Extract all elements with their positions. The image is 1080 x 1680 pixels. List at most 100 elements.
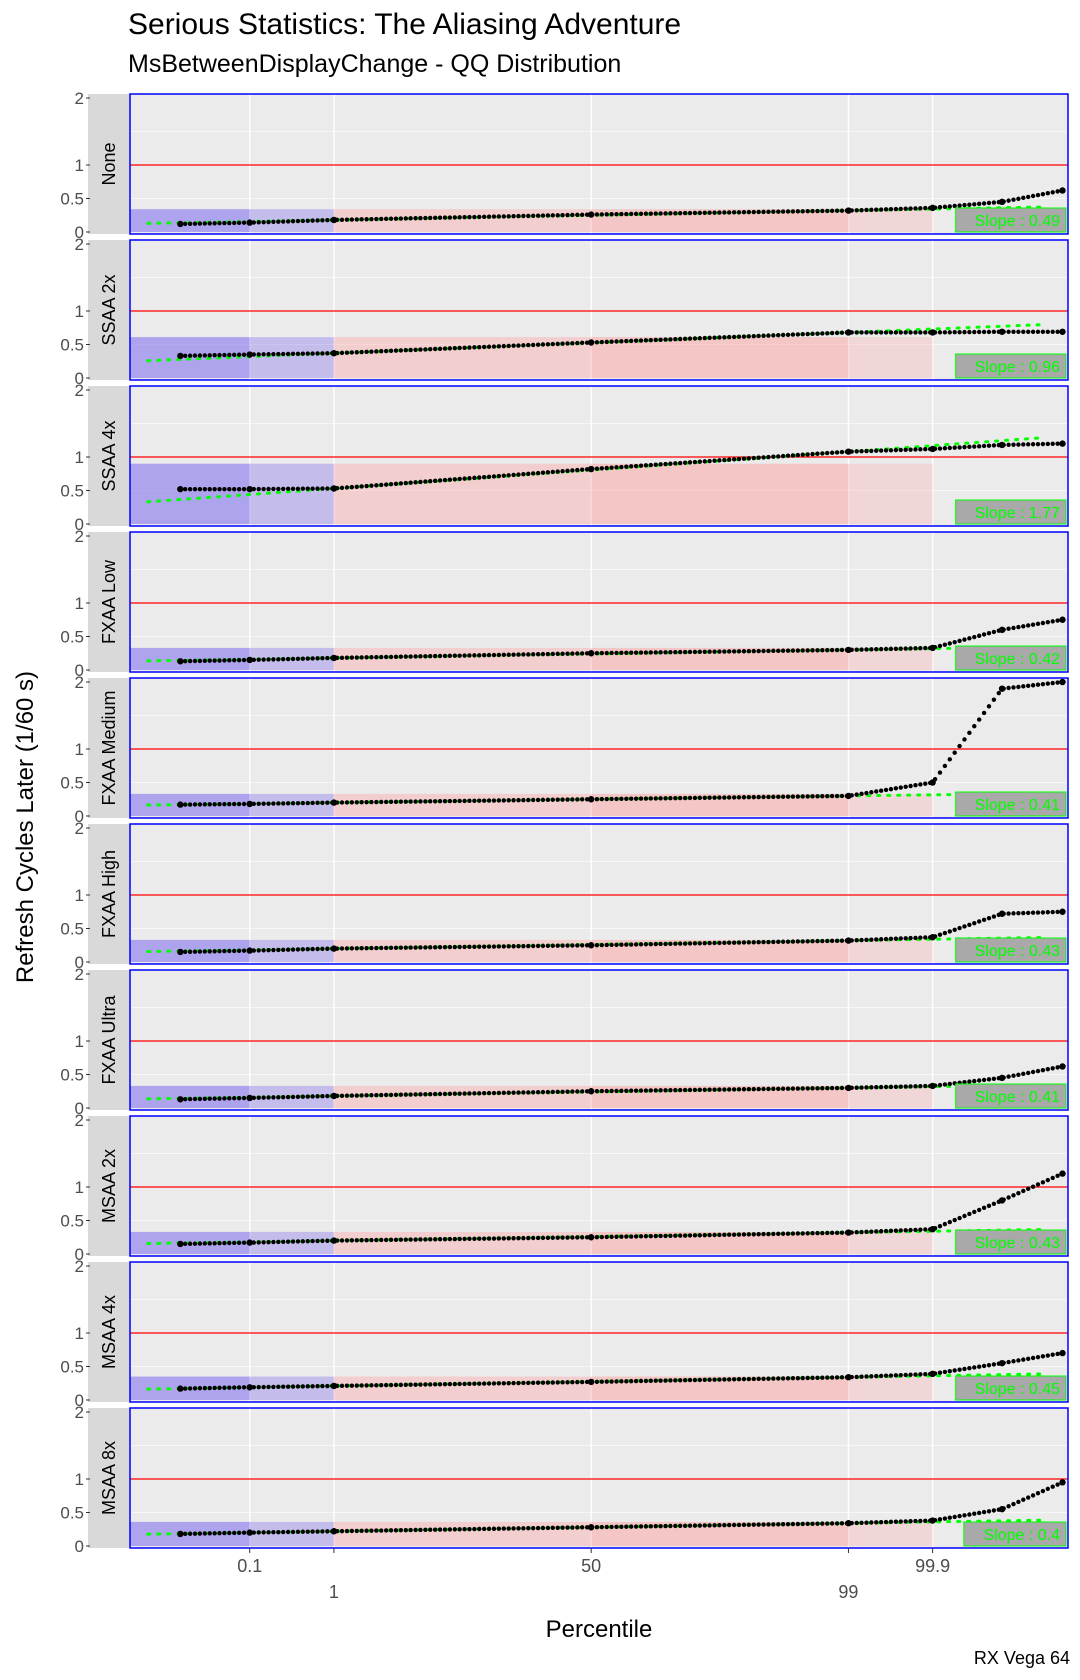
qq-point bbox=[271, 1239, 276, 1245]
qq-point bbox=[560, 943, 565, 948]
qq-point bbox=[998, 685, 1006, 692]
qq-point bbox=[388, 1092, 394, 1098]
y-tick-label: 0 bbox=[75, 515, 84, 534]
qq-point bbox=[1030, 1355, 1036, 1361]
qq-point bbox=[800, 648, 805, 653]
qq-point bbox=[516, 652, 521, 657]
qq-point bbox=[526, 1235, 531, 1241]
qq-point bbox=[771, 333, 776, 338]
qq-point bbox=[998, 441, 1006, 449]
qq-point bbox=[942, 204, 948, 210]
qq-point bbox=[408, 1382, 413, 1387]
qq-point bbox=[521, 1526, 526, 1531]
qq-point bbox=[893, 1228, 899, 1233]
qq-point bbox=[192, 1096, 198, 1102]
qq-point bbox=[731, 457, 737, 462]
qq-point bbox=[481, 944, 487, 949]
qq-point bbox=[893, 646, 899, 651]
qq-point bbox=[854, 792, 859, 797]
qq-point bbox=[339, 655, 345, 660]
qq-point bbox=[673, 941, 678, 946]
qq-point bbox=[447, 215, 453, 220]
percentile-band bbox=[249, 463, 334, 524]
qq-point bbox=[829, 938, 835, 944]
qq-point bbox=[383, 1382, 389, 1388]
y-tick-label: 0 bbox=[75, 661, 84, 680]
qq-point bbox=[570, 341, 575, 346]
qq-point bbox=[751, 940, 756, 945]
qq-point bbox=[780, 1086, 786, 1091]
qq-point bbox=[393, 1237, 399, 1242]
qq-point bbox=[594, 942, 600, 948]
qq-point bbox=[496, 1090, 502, 1096]
qq-point bbox=[668, 1378, 673, 1383]
qq-point bbox=[766, 648, 771, 654]
qq-point bbox=[658, 1088, 663, 1093]
qq-point bbox=[619, 942, 624, 947]
qq-point bbox=[256, 657, 261, 662]
qq-point bbox=[913, 330, 918, 335]
qq-point bbox=[967, 730, 972, 736]
qq-point bbox=[874, 330, 879, 335]
qq-point bbox=[276, 1529, 281, 1535]
y-tick-label: 1 bbox=[75, 448, 84, 467]
qq-point bbox=[496, 473, 502, 479]
qq-point bbox=[869, 1229, 874, 1234]
qq-point bbox=[187, 1096, 193, 1102]
qq-point bbox=[550, 651, 555, 657]
qq-point bbox=[898, 206, 903, 212]
qq-point bbox=[305, 1094, 310, 1099]
qq-point bbox=[197, 353, 203, 358]
qq-point bbox=[261, 1240, 266, 1245]
qq-point bbox=[457, 1381, 462, 1387]
qq-point bbox=[587, 796, 595, 803]
qq-point bbox=[1045, 910, 1051, 915]
qq-point bbox=[986, 631, 992, 636]
qq-point bbox=[452, 798, 457, 804]
qq-point bbox=[177, 1096, 184, 1103]
qq-point bbox=[555, 213, 560, 218]
qq-point bbox=[952, 203, 957, 209]
qq-point bbox=[869, 207, 874, 213]
qq-point bbox=[437, 653, 443, 659]
qq-point bbox=[540, 1380, 546, 1385]
qq-point bbox=[604, 1088, 609, 1094]
qq-point bbox=[1006, 329, 1011, 334]
qq-point bbox=[929, 934, 936, 941]
qq-point bbox=[976, 201, 982, 207]
qq-point bbox=[281, 1239, 286, 1245]
qq-point bbox=[501, 944, 506, 949]
qq-point bbox=[1021, 1357, 1026, 1362]
qq-point bbox=[1050, 1484, 1055, 1489]
y-tick-label: 0 bbox=[75, 1099, 84, 1118]
qq-point bbox=[609, 339, 614, 344]
qq-point bbox=[467, 798, 472, 804]
qq-point bbox=[761, 333, 766, 338]
qq-point bbox=[222, 486, 227, 492]
qq-point bbox=[766, 939, 771, 945]
qq-point bbox=[560, 797, 565, 802]
qq-point bbox=[1050, 1352, 1055, 1357]
percentile-band bbox=[848, 647, 933, 670]
qq-point bbox=[1011, 685, 1016, 690]
percentile-band bbox=[848, 463, 933, 524]
qq-point bbox=[962, 1080, 967, 1085]
qq-point bbox=[496, 1526, 502, 1531]
qq-point bbox=[491, 1381, 497, 1386]
qq-point bbox=[741, 334, 747, 339]
qq-point bbox=[643, 1234, 649, 1239]
qq-point bbox=[359, 484, 364, 489]
qq-point bbox=[893, 936, 899, 941]
qq-point bbox=[432, 1382, 438, 1387]
qq-point bbox=[246, 947, 253, 954]
qq-point bbox=[315, 218, 320, 223]
qq-point bbox=[805, 794, 810, 799]
qq-point bbox=[874, 207, 879, 212]
qq-point bbox=[629, 942, 634, 947]
qq-point bbox=[246, 219, 253, 226]
qq-point bbox=[183, 658, 188, 664]
qq-point bbox=[1025, 1070, 1031, 1076]
qq-point bbox=[942, 642, 948, 647]
qq-point bbox=[369, 1237, 374, 1243]
qq-point bbox=[452, 1236, 457, 1242]
